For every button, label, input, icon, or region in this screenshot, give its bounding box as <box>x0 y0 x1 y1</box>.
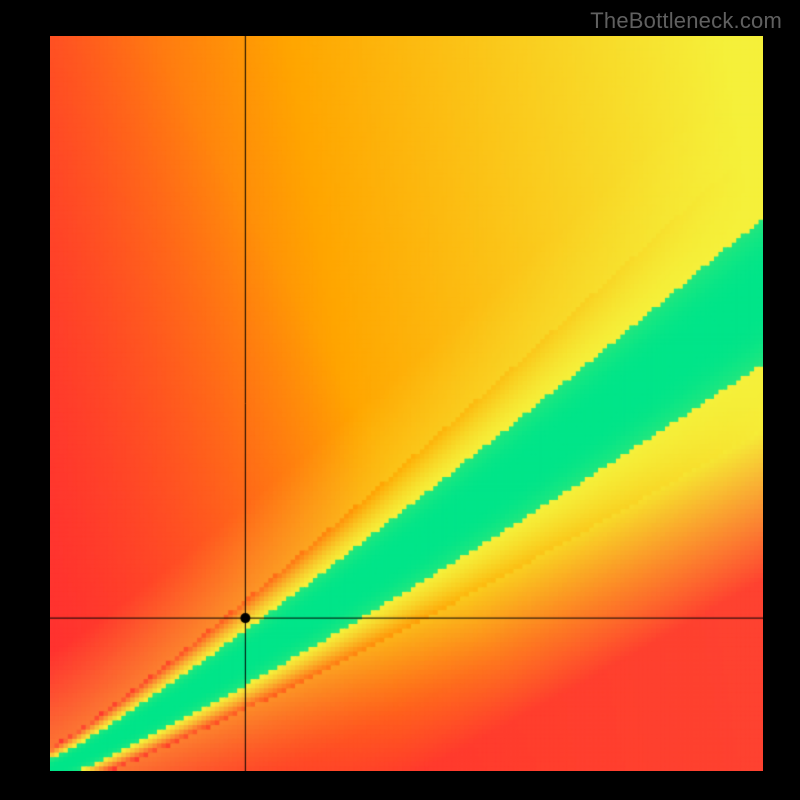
heatmap-canvas <box>50 36 763 771</box>
chart-container: TheBottleneck.com <box>0 0 800 800</box>
plot-area <box>50 36 763 771</box>
watermark-text: TheBottleneck.com <box>590 8 782 34</box>
